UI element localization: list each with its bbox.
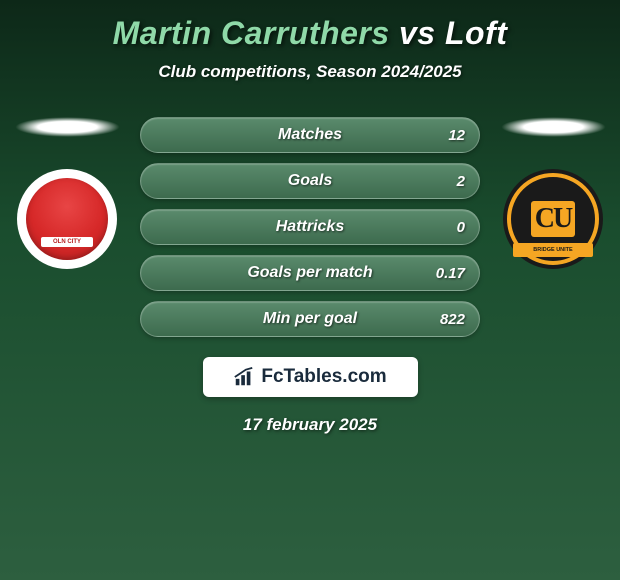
date-text: 17 february 2025 — [243, 415, 377, 435]
stat-label: Matches — [278, 126, 342, 144]
stat-label: Goals — [288, 172, 332, 190]
right-crest: CU BRIDGE UNITE — [503, 169, 603, 269]
page-title: Martin Carruthers vs Loft — [113, 15, 508, 52]
stat-label: Hattricks — [276, 218, 344, 236]
root: Martin Carruthers vs Loft Club competiti… — [0, 0, 620, 435]
left-crest-banner: OLN CITY — [41, 237, 94, 247]
brand-box: FcTables.com — [203, 357, 418, 397]
stat-row-gpm: Goals per match 0.17 — [140, 255, 480, 291]
stat-label: Min per goal — [263, 310, 357, 328]
stat-right: 2 — [457, 173, 465, 190]
brand-text: FcTables.com — [261, 366, 386, 388]
right-crest-ribbon: BRIDGE UNITE — [513, 243, 593, 257]
left-column: OLN CITY — [12, 117, 122, 269]
stat-row-hattricks: Hattricks 0 — [140, 209, 480, 245]
stats-list: Matches 12 Goals 2 Hattricks 0 Goals per… — [140, 117, 480, 337]
stat-row-mpg: Min per goal 822 — [140, 301, 480, 337]
right-crest-monogram: CU — [531, 201, 575, 237]
main-row: OLN CITY Matches 12 Goals 2 Hattricks 0 — [0, 117, 620, 337]
player2-name: Loft — [445, 15, 507, 51]
stat-label: Goals per match — [247, 264, 372, 282]
stat-row-matches: Matches 12 — [140, 117, 480, 153]
subtitle: Club competitions, Season 2024/2025 — [158, 62, 461, 82]
left-crest: OLN CITY — [17, 169, 117, 269]
right-crest-ring: CU BRIDGE UNITE — [507, 173, 599, 265]
stat-right: 0 — [457, 219, 465, 236]
vs-text: vs — [399, 15, 436, 51]
stat-row-goals: Goals 2 — [140, 163, 480, 199]
left-crest-art: OLN CITY — [26, 178, 108, 260]
chart-icon — [233, 366, 255, 388]
stat-right: 12 — [448, 127, 465, 144]
player1-name: Martin Carruthers — [113, 15, 390, 51]
right-column: CU BRIDGE UNITE — [498, 117, 608, 269]
left-shadow — [15, 117, 120, 137]
stat-right: 0.17 — [436, 265, 465, 282]
right-shadow — [501, 117, 606, 137]
stat-right: 822 — [440, 311, 465, 328]
